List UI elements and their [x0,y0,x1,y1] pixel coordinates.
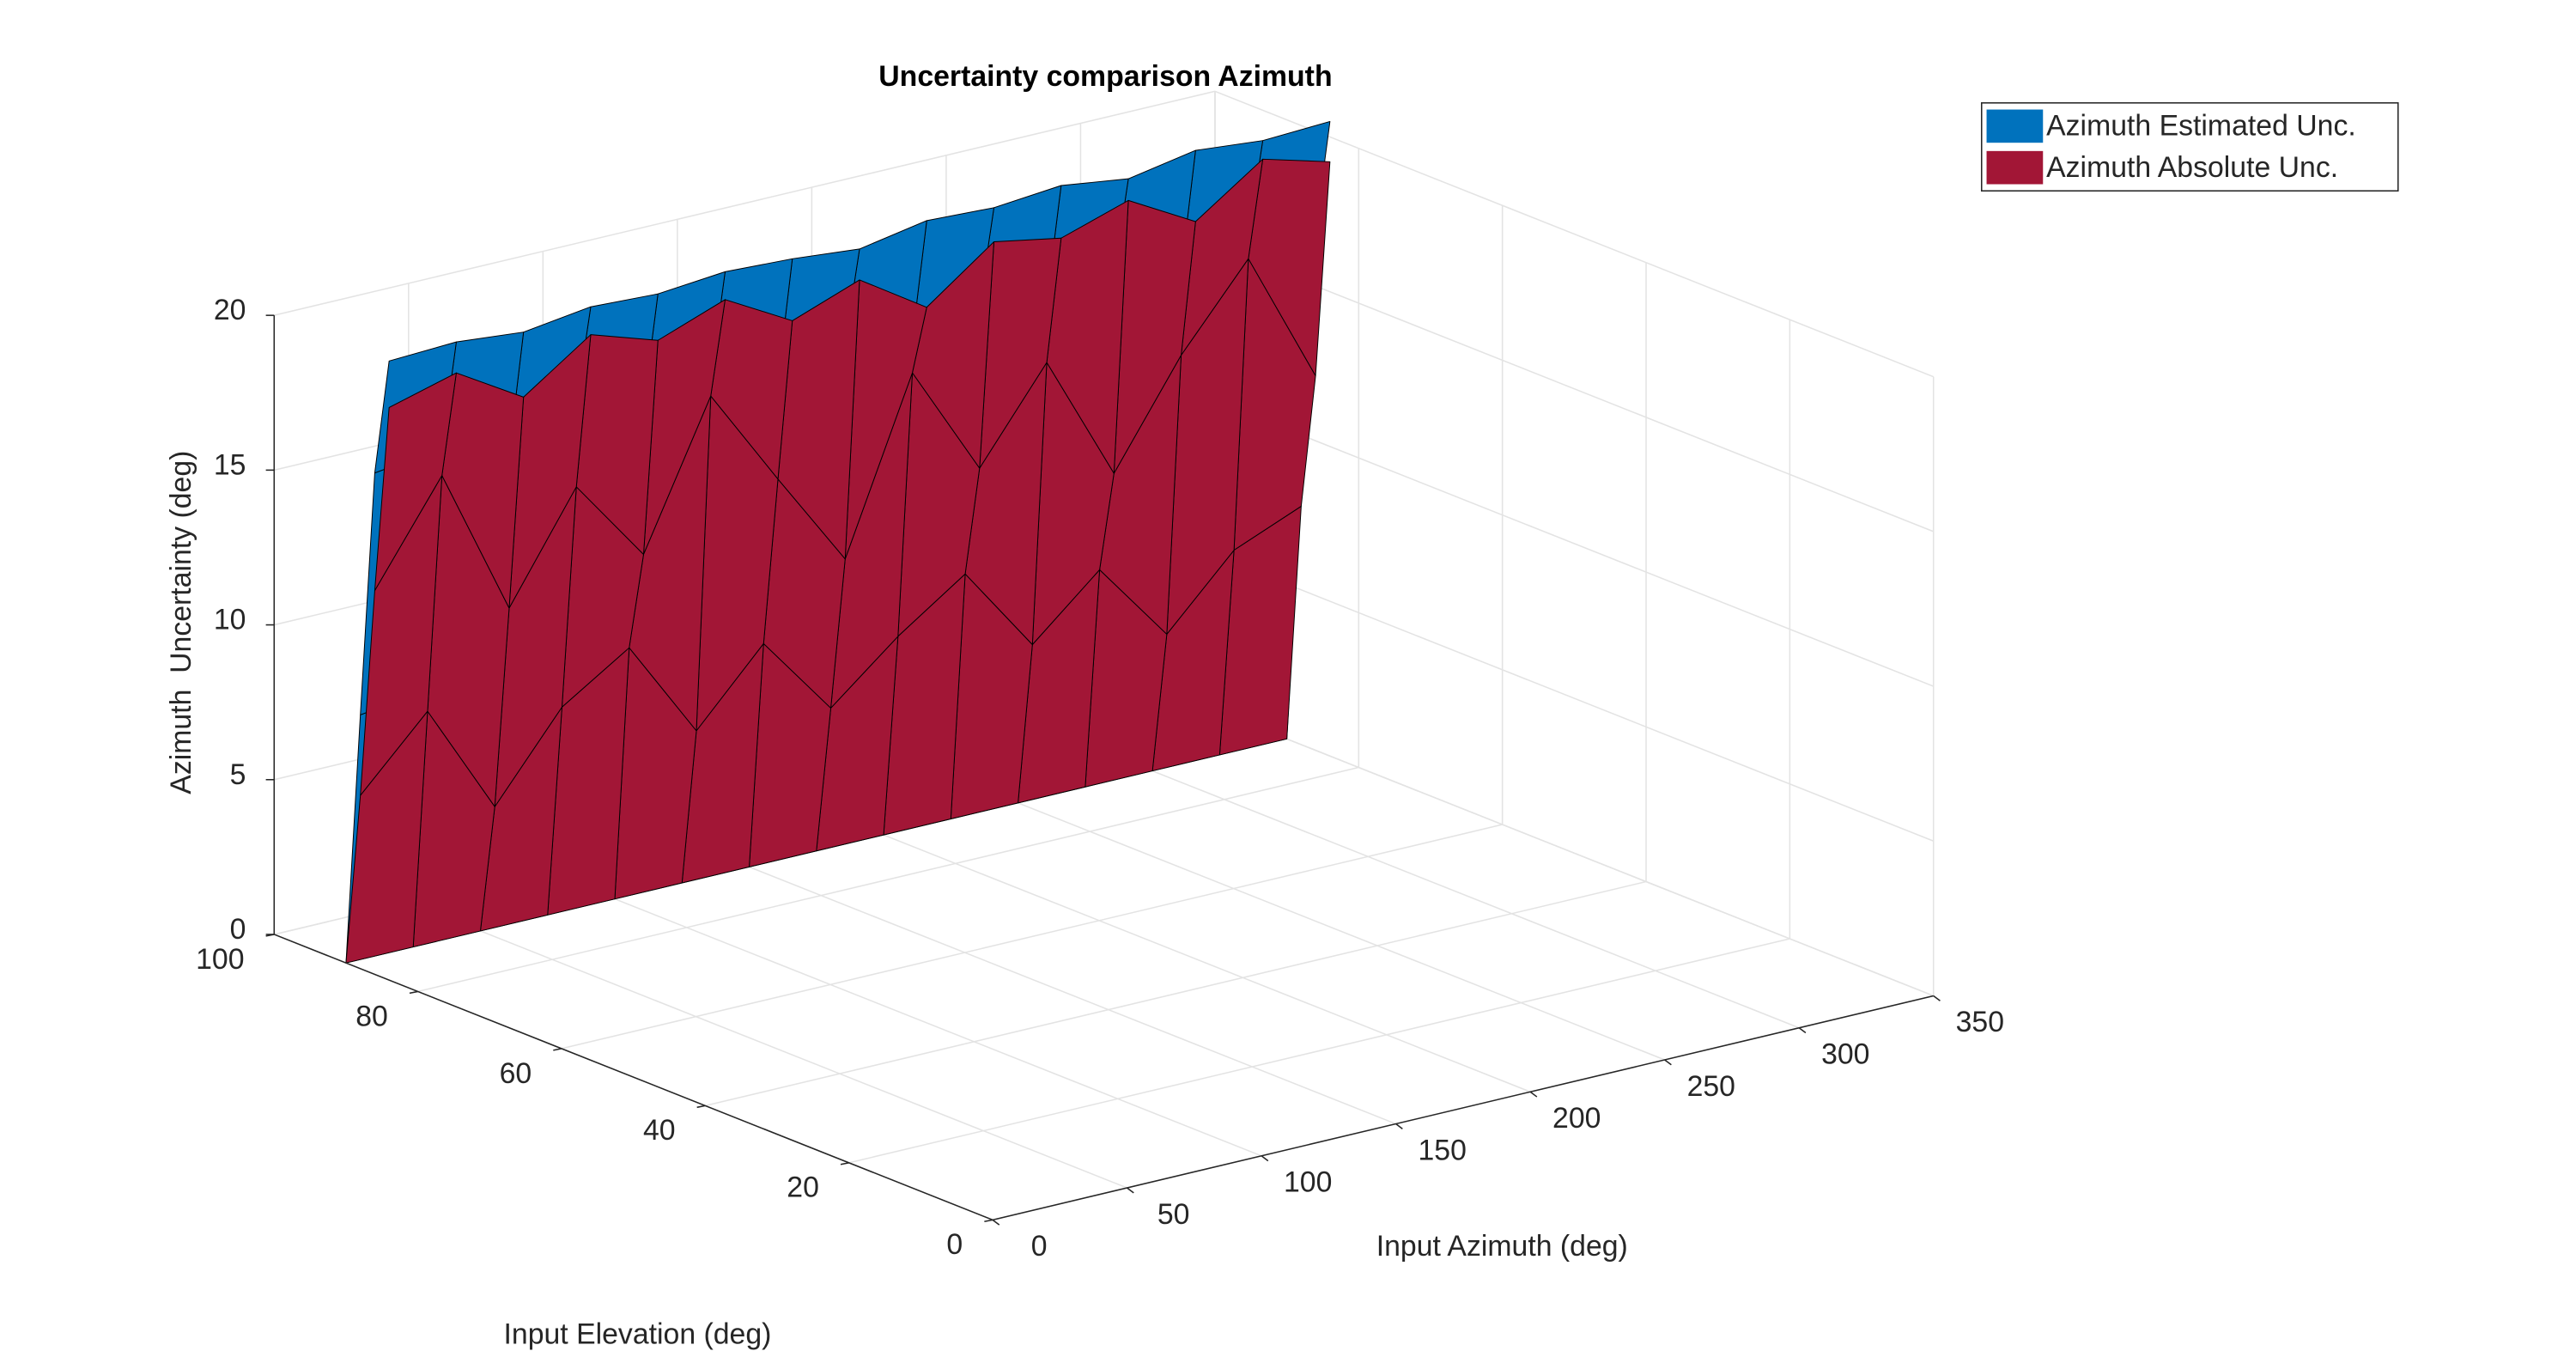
x-tick-label: 300 [1821,1038,1869,1071]
grid-line [1214,709,1935,997]
legend-box [1980,102,2399,192]
grid-line [417,766,1359,993]
x-tick-label: 150 [1419,1134,1467,1166]
y-tick-label: 0 [946,1228,963,1261]
x-tick-label: 50 [1157,1198,1190,1231]
x-tick [1529,1091,1538,1098]
x-tick-label: 200 [1552,1102,1601,1135]
legend-label: Azimuth Absolute Unc. [2046,151,2338,184]
legend-swatch [1986,109,2044,143]
y-tick-label: 60 [500,1057,532,1090]
grid-line [677,837,1396,1125]
legend: Azimuth Estimated Unc. Azimuth Absolute U… [1980,102,2399,192]
legend-swatch [1986,150,2044,185]
grid-line [848,938,1790,1164]
y-tick [984,1219,993,1223]
y-tick-label: 100 [196,943,244,976]
x-tick-label: 0 [1031,1230,1048,1263]
x-tick-label: 250 [1687,1070,1735,1103]
z-tick-label: 10 [214,604,246,636]
grid-line [543,869,1262,1157]
x-tick-label: 100 [1284,1166,1332,1199]
y-tick [409,990,418,995]
x-tick [1798,1027,1807,1034]
y-tick [696,1105,706,1109]
surface-layer [345,120,1331,964]
y-axis-line [273,934,993,1221]
grid-line [1080,741,1800,1029]
x-axis-label: Input Azimuth (deg) [1376,1230,1628,1263]
z-tick-label: 15 [214,448,246,481]
axis-layer [265,314,1941,1226]
x-tick [1664,1059,1672,1066]
grid-line [945,773,1665,1061]
z-tick-label: 5 [230,758,246,791]
y-tick [553,1048,562,1051]
y-tick-label: 40 [643,1114,676,1147]
legend-label: Azimuth Estimated Unc. [2046,110,2356,143]
y-tick-label: 80 [355,1000,388,1032]
x-tick-label: 350 [1956,1006,2004,1038]
grid-line [274,90,1216,316]
grid-line [811,806,1531,1092]
y-tick-label: 20 [787,1171,819,1204]
grid-line [1214,245,1935,532]
grid-line [1214,399,1935,687]
z-tick-label: 0 [230,913,246,946]
grid-line [408,901,1127,1189]
x-tick [992,1219,1000,1226]
x-tick [1127,1187,1134,1194]
grid-line [1214,555,1935,842]
grid-line [561,824,1503,1050]
grid-line [705,880,1647,1107]
x-tick [1933,995,1941,1001]
y-axis-label: Input Elevation (deg) [504,1318,772,1351]
x-axis-line [992,995,1934,1221]
y-tick [840,1162,849,1165]
chart-title: Uncertainty comparison Azimuth [878,60,1332,93]
surface-patch [374,372,457,592]
grid-line [1214,90,1935,378]
z-axis-label: Azimuth Uncertainty (deg) [165,451,197,794]
z-tick-label: 20 [214,294,246,326]
x-tick [1395,1123,1403,1129]
x-tick [1261,1155,1269,1162]
